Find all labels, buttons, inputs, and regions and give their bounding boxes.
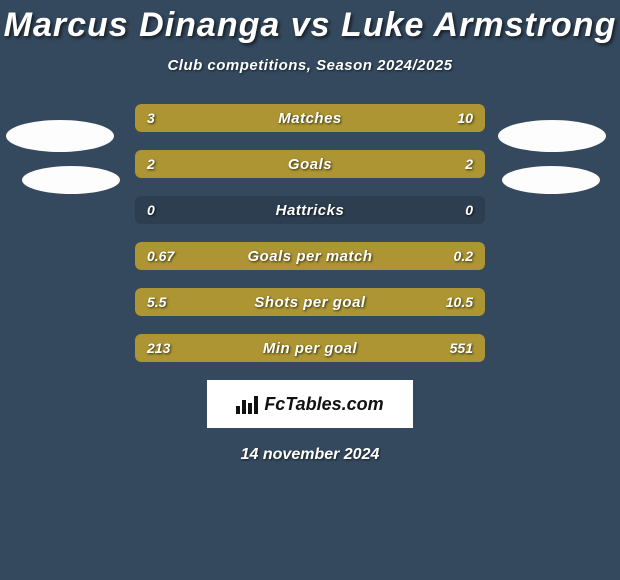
stat-label: Matches [135,104,485,132]
stat-label: Hattricks [135,196,485,224]
chart-icon [236,394,258,414]
logo-text: FcTables.com [264,394,383,415]
stat-label: Min per goal [135,334,485,362]
stats-container: 310Matches 22Goals 00Hattricks 0.670.2Goals… [135,104,485,362]
stat-row: 5.510.5Shots per goal [135,288,485,316]
stat-row: 213551Min per goal [135,334,485,362]
comparison-title: Marcus Dinanga vs Luke Armstrong [0,0,620,45]
stat-row: 310Matches [135,104,485,132]
stat-label: Goals [135,150,485,178]
stat-label: Shots per goal [135,288,485,316]
player1-avatar [6,120,114,152]
player2-avatar [498,120,606,152]
player2-avatar-shadow [502,166,600,194]
subtitle: Club competitions, Season 2024/2025 [0,57,620,74]
date-line: 14 november 2024 [0,446,620,464]
stat-label: Goals per match [135,242,485,270]
logo-box: FcTables.com [207,380,413,428]
player1-name: Marcus Dinanga [4,6,281,44]
player1-avatar-shadow [22,166,120,194]
vs-separator: vs [291,6,331,44]
player2-name: Luke Armstrong [341,6,616,44]
stat-row: 22Goals [135,150,485,178]
stat-row: 00Hattricks [135,196,485,224]
stat-row: 0.670.2Goals per match [135,242,485,270]
